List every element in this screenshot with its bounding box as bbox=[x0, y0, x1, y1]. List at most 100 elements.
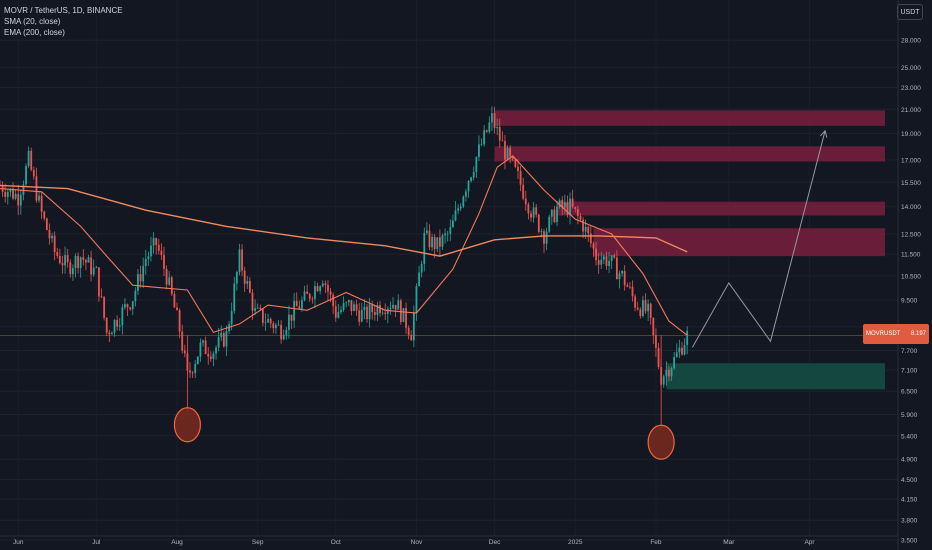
candle-body bbox=[251, 292, 254, 311]
zones-layer bbox=[494, 110, 885, 390]
candle-body bbox=[298, 306, 301, 309]
candle-body bbox=[509, 147, 512, 157]
candle-body bbox=[275, 324, 277, 329]
candle-body bbox=[457, 208, 460, 211]
candle-body bbox=[342, 302, 345, 310]
supply-zone bbox=[494, 110, 885, 126]
sma-20-line bbox=[0, 155, 688, 336]
candle-body bbox=[621, 271, 623, 274]
candle-body bbox=[587, 226, 590, 234]
candle-body bbox=[605, 256, 608, 266]
lines-layer bbox=[0, 155, 898, 336]
candle-body bbox=[61, 263, 64, 266]
candle-body bbox=[118, 325, 121, 327]
candle-body bbox=[428, 230, 431, 248]
candle-body bbox=[579, 215, 582, 220]
candle-body bbox=[394, 304, 397, 310]
candle-body bbox=[556, 206, 558, 223]
annotations-layer bbox=[173, 129, 828, 460]
candle-body bbox=[92, 267, 95, 275]
candle-body bbox=[363, 306, 366, 311]
candle-body bbox=[285, 329, 288, 336]
candle-body bbox=[506, 147, 509, 160]
candle-body bbox=[405, 308, 407, 328]
candle-body bbox=[66, 255, 69, 263]
candle-body bbox=[32, 169, 35, 177]
candle-body bbox=[537, 214, 540, 232]
candle-body bbox=[454, 210, 457, 221]
candle-body bbox=[170, 277, 173, 294]
candle-body bbox=[475, 157, 478, 173]
candle-body bbox=[353, 304, 355, 312]
candle-body bbox=[535, 207, 538, 215]
candle-body bbox=[246, 280, 249, 284]
candle-body bbox=[496, 127, 499, 129]
candle-body bbox=[462, 196, 465, 207]
candle-body bbox=[142, 266, 145, 282]
candle-body bbox=[675, 352, 678, 358]
candle-body bbox=[412, 312, 415, 341]
projection-path bbox=[691, 130, 826, 348]
candle-body bbox=[277, 324, 280, 326]
legend-ema[interactable]: EMA (200, close) bbox=[4, 28, 65, 37]
candle-body bbox=[524, 198, 527, 205]
candle-body bbox=[215, 347, 217, 354]
x-tick-label: 2025 bbox=[568, 539, 583, 546]
candle-body bbox=[196, 356, 199, 364]
candle-body bbox=[35, 176, 38, 201]
legend-sma[interactable]: SMA (20, close) bbox=[4, 17, 61, 26]
candle-body bbox=[441, 235, 444, 247]
candle-body bbox=[134, 290, 137, 302]
candle-body bbox=[610, 255, 613, 261]
candle-body bbox=[438, 237, 441, 247]
last-price-tag: MOVRUSDT 8.197 bbox=[863, 324, 929, 344]
candle-body bbox=[280, 324, 283, 340]
candle-body bbox=[493, 113, 496, 129]
y-tick-label: 9.500 bbox=[901, 297, 918, 304]
candle-body bbox=[358, 310, 361, 322]
candle-body bbox=[642, 300, 644, 316]
candle-body bbox=[670, 368, 673, 377]
candle-body bbox=[183, 350, 186, 354]
candle-body bbox=[191, 372, 194, 374]
candle-body bbox=[498, 127, 501, 141]
candle-body bbox=[373, 312, 376, 316]
candle-body bbox=[17, 193, 20, 206]
candle-body bbox=[209, 356, 212, 360]
candle-body bbox=[420, 263, 423, 273]
candle-body bbox=[329, 291, 332, 295]
candle-body bbox=[478, 144, 480, 158]
candle-body bbox=[386, 308, 389, 314]
candle-body bbox=[77, 255, 79, 268]
candle-body bbox=[69, 262, 72, 275]
candle-body bbox=[124, 304, 126, 308]
x-tick-label: Oct bbox=[331, 539, 341, 546]
candle-body bbox=[686, 330, 689, 345]
candle-body bbox=[282, 335, 285, 340]
candle-body bbox=[389, 308, 392, 310]
candle-body bbox=[82, 257, 85, 260]
supply-zone bbox=[557, 201, 885, 216]
candle-body bbox=[334, 306, 337, 318]
candle-body bbox=[71, 268, 74, 275]
candle-body bbox=[321, 283, 324, 287]
currency-button[interactable]: USDT bbox=[897, 4, 923, 20]
candle-body bbox=[160, 250, 163, 256]
candle-body bbox=[139, 274, 142, 282]
candle-body bbox=[98, 267, 100, 297]
x-tick-label: Jun bbox=[13, 539, 24, 546]
candle-body bbox=[425, 230, 428, 233]
legend-symbol[interactable]: MOVR / TetherUS, 1D, BINANCE bbox=[4, 6, 123, 15]
price-tag-value: 8.197 bbox=[910, 331, 926, 337]
candle-body bbox=[467, 181, 470, 192]
candle-body bbox=[631, 286, 634, 297]
candle-body bbox=[4, 191, 7, 197]
candle-body bbox=[423, 232, 426, 264]
candle-body bbox=[522, 184, 525, 199]
candle-body bbox=[592, 243, 595, 249]
candle-body bbox=[87, 257, 90, 263]
candle-body bbox=[217, 337, 220, 348]
candle-body bbox=[683, 344, 686, 355]
candle-body bbox=[113, 319, 116, 333]
